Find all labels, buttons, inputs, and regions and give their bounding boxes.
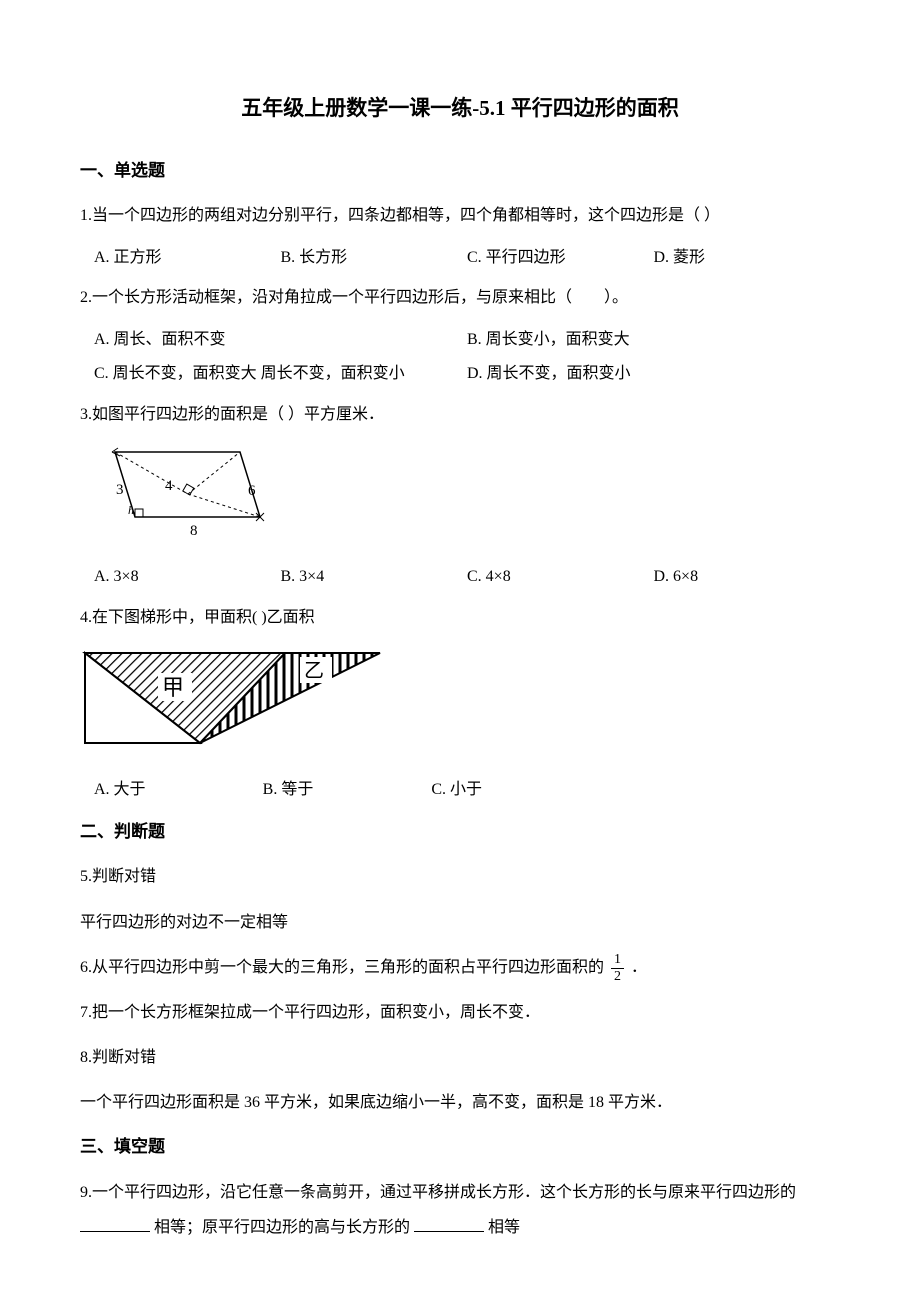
q2-option-b: B. 周长变小，面积变大 [467,326,840,355]
q9-pre: 9.一个平行四边形，沿它任意一条高剪开，通过平移拼成长方形．这个长方形的长与原来… [80,1184,796,1201]
question-2: 2.一个长方形活动框架，沿对角拉成一个平行四边形后，与原来相比（ ）。 [80,280,840,315]
q2-option-c: C. 周长不变，面积变大 周长不变，面积变小 [94,360,467,389]
q3-label-8: 8 [190,523,198,539]
question-7: 7.把一个长方形框架拉成一个平行四边形，面积变小，周长不变． [80,995,840,1030]
q3-option-b: B. 3×4 [281,563,468,592]
q1-option-d: D. 菱形 [654,244,841,273]
q2-options: A. 周长、面积不变 B. 周长变小，面积变大 C. 周长不变，面积变大 周长不… [80,326,840,390]
section-3-header: 三、填空题 [80,1132,840,1163]
q6-frac-num: 1 [611,952,624,968]
q1-option-a: A. 正方形 [94,244,281,273]
q3-label-3: 3 [116,482,124,498]
q1-options: A. 正方形 B. 长方形 C. 平行四边形 D. 菱形 [80,244,840,273]
question-5-line1: 5.判断对错 [80,859,840,894]
question-8-line1: 8.判断对错 [80,1040,840,1075]
q9-post: 相等 [488,1219,520,1236]
q4-option-a: A. 大于 [94,776,263,805]
q1-option-b: B. 长方形 [281,244,468,273]
page-title: 五年级上册数学一课一练-5.1 平行四边形的面积 [80,90,840,128]
q3-options: A. 3×8 B. 3×4 C. 4×8 D. 6×8 [80,563,840,592]
q6-post: ． [631,959,647,976]
q3-label-4: 4 [165,478,173,494]
question-1: 1.当一个四边形的两组对边分别平行，四条边都相等，四个角都相等时，这个四边形是（… [80,198,840,233]
question-4: 4.在下图梯形中，甲面积( )乙面积 [80,600,840,635]
q4-options: A. 大于 B. 等于 C. 小于 [80,776,600,805]
q3-option-a: A. 3×8 [94,563,281,592]
section-2-header: 二、判断题 [80,817,840,848]
question-5-line2: 平行四边形的对边不一定相等 [80,905,840,940]
q1-option-c: C. 平行四边形 [467,244,654,273]
question-9: 9.一个平行四边形，沿它任意一条高剪开，通过平移拼成长方形．这个长方形的长与原来… [80,1175,840,1245]
section-1-header: 一、单选题 [80,156,840,187]
q6-frac-den: 2 [611,969,624,984]
q9-mid: 相等；原平行四边形的高与长方形的 [154,1219,410,1236]
question-8-line2: 一个平行四边形面积是 36 平方米，如果底边缩小一半，高不变，面积是 18 平方… [80,1085,840,1120]
q6-fraction: 1 2 [611,952,624,984]
question-6: 6.从平行四边形中剪一个最大的三角形，三角形的面积占平行四边形面积的 1 2 ． [80,950,840,985]
q3-label-h: h [128,503,134,517]
q4-option-b: B. 等于 [263,776,432,805]
q2-option-a: A. 周长、面积不变 [94,326,467,355]
q3-option-d: D. 6×8 [654,563,841,592]
question-3: 3.如图平行四边形的面积是（ ）平方厘米． [80,397,840,432]
q4-figure: 甲 乙 [80,645,840,766]
q9-blank-1 [80,1216,150,1232]
q4-label-jia: 甲 [162,675,184,700]
q3-figure: 3 h 4 6 8 [80,442,840,553]
q3-option-c: C. 4×8 [467,563,654,592]
q9-blank-2 [414,1216,484,1232]
q4-option-c: C. 小于 [431,776,600,805]
q3-label-6: 6 [248,483,256,499]
q6-pre: 6.从平行四边形中剪一个最大的三角形，三角形的面积占平行四边形面积的 [80,959,608,976]
q4-label-yi: 乙 [304,660,324,682]
q2-option-d: D. 周长不变，面积变小 [467,360,840,389]
